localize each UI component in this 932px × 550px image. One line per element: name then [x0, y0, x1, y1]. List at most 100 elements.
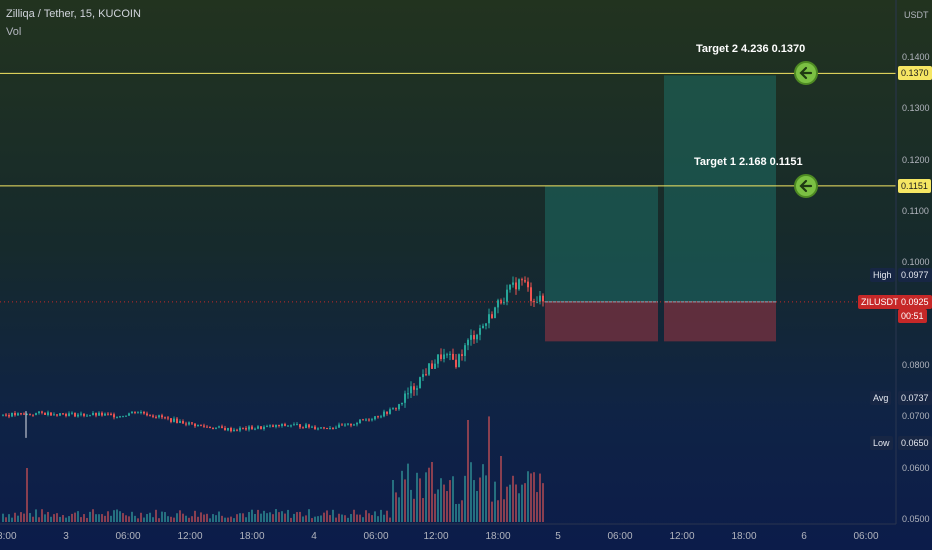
candle-body — [533, 301, 535, 303]
candle-body — [473, 335, 475, 340]
candle-body — [203, 425, 205, 427]
candle-body — [224, 427, 226, 431]
candle-body — [539, 295, 541, 302]
candle-body — [260, 426, 262, 430]
candle-body — [329, 427, 331, 429]
volume-bar — [161, 511, 163, 522]
symbol-tag: ZILUSDT — [858, 294, 902, 309]
candle-body — [98, 412, 100, 416]
volume-bar — [482, 464, 484, 522]
candle-body — [20, 413, 22, 415]
x-tick-label: 12:00 — [177, 531, 203, 542]
candle-body — [116, 417, 118, 419]
volume-bar — [68, 516, 70, 522]
volume-bar — [227, 517, 229, 522]
stat-label: Avg — [870, 391, 892, 406]
volume-bar — [335, 517, 337, 522]
candle-body — [506, 289, 508, 302]
volume-bar — [230, 516, 232, 522]
candle-body — [245, 428, 247, 430]
volume-bar — [452, 476, 454, 522]
volume-bar — [353, 509, 355, 522]
candle-body — [491, 314, 493, 319]
volume-bar — [356, 514, 358, 522]
candle-body — [458, 354, 460, 368]
stat-label: High — [870, 268, 895, 283]
volume-bar — [437, 489, 439, 522]
candle-body — [95, 413, 97, 416]
candle-body — [176, 418, 178, 423]
current-price-tag: 0.0925 — [898, 294, 932, 309]
candle-body — [44, 412, 46, 415]
target-price-tag: 0.1370 — [898, 66, 932, 81]
volume-bar — [80, 517, 82, 522]
candle-body — [386, 411, 388, 414]
candle-body — [407, 393, 409, 395]
volume-bar — [77, 511, 79, 522]
candle-body — [413, 386, 415, 390]
candle-body — [314, 426, 316, 429]
volume-bar — [239, 513, 241, 522]
candle-body — [470, 335, 472, 340]
candle-body — [434, 363, 436, 369]
volume-bar — [251, 509, 253, 522]
candle-body — [251, 426, 253, 430]
candle-body — [530, 287, 532, 302]
candle-body — [341, 424, 343, 426]
volume-bar — [362, 517, 364, 522]
candle-body — [293, 424, 295, 426]
chart-title: Zilliqa / Tether, 15, KUCOIN — [6, 8, 141, 20]
candle-body — [5, 414, 7, 416]
countdown-tag: 00:51 — [898, 308, 927, 323]
volume-bar — [392, 480, 394, 522]
volume-bar — [128, 516, 130, 522]
volume-bar — [323, 512, 325, 522]
y-tick-label: 0.1100 — [902, 206, 929, 216]
volume-bar — [71, 513, 73, 522]
candle-body — [74, 412, 76, 417]
candle-body — [377, 416, 379, 418]
volume-bar — [299, 511, 301, 522]
y-tick-label: 0.0500 — [902, 514, 930, 524]
candle-body — [125, 415, 127, 417]
candle-body — [221, 426, 223, 428]
candle-body — [326, 427, 328, 429]
candle-body — [455, 359, 457, 368]
volume-bar — [107, 511, 109, 522]
volume-bar — [266, 513, 268, 522]
candle-body — [212, 427, 214, 429]
candle-body — [113, 414, 115, 418]
candle-body — [14, 412, 16, 416]
candle-body — [356, 422, 358, 425]
candle-body — [119, 416, 121, 418]
candle-body — [17, 413, 19, 416]
volume-bar — [134, 515, 136, 522]
candle-body — [86, 415, 88, 417]
volume-bar — [476, 490, 478, 522]
volume-bar — [512, 475, 514, 522]
volume-bar — [179, 510, 181, 522]
x-tick-label: 12:00 — [423, 531, 449, 542]
volume-bar — [41, 509, 43, 522]
volume-bar — [164, 512, 166, 522]
candle-body — [104, 413, 106, 416]
volume-bar — [158, 518, 160, 522]
volume-bar — [35, 509, 37, 522]
volume-bar — [11, 517, 13, 522]
volume-bar — [257, 509, 259, 522]
volume-bar — [386, 510, 388, 522]
candle-body — [401, 402, 403, 405]
volume-bar — [98, 514, 100, 522]
candle-body — [152, 415, 154, 417]
volume-bar — [329, 515, 331, 522]
volume-bar — [326, 510, 328, 522]
volume-bar — [224, 517, 226, 522]
volume-bar — [104, 515, 106, 522]
volume-bar — [125, 515, 127, 522]
volume-label: Vol — [6, 26, 22, 38]
volume-bar — [206, 513, 208, 522]
volume-bar — [341, 514, 343, 522]
volume-bar — [74, 512, 76, 522]
volume-bar — [410, 489, 412, 522]
